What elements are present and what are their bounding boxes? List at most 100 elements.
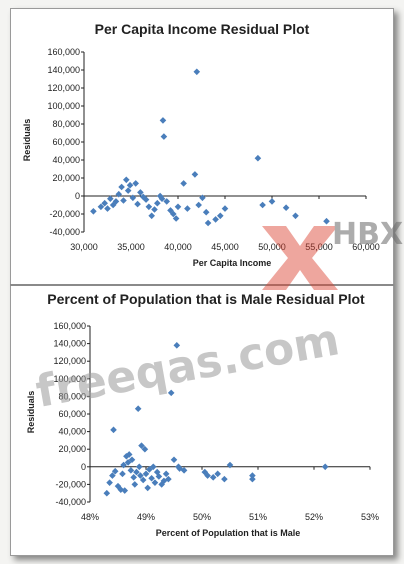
figure-frame	[10, 8, 394, 556]
scatter-point	[112, 198, 120, 205]
scatter-point	[144, 484, 151, 492]
scatter-point	[259, 201, 266, 209]
chart-2-x-label: Percent of Population that is Male	[156, 528, 301, 538]
x-tick-label: 50,000	[258, 242, 286, 252]
scatter-point	[110, 426, 117, 434]
y-tick-label: 20,000	[58, 444, 86, 454]
scatter-point	[202, 208, 210, 216]
scatter-point	[141, 445, 149, 453]
scatter-point	[120, 461, 127, 469]
scatter-point	[126, 181, 134, 189]
scatter-point	[321, 463, 329, 471]
chart-2-title: Percent of Population that is Male Resid…	[47, 291, 365, 307]
y-tick-label: 120,000	[47, 83, 80, 93]
scatter-point	[101, 199, 108, 207]
scatter-point	[180, 467, 188, 474]
scatter-point	[195, 201, 202, 209]
scatter-point	[155, 473, 163, 480]
scatter-point	[209, 474, 217, 481]
scatter-point	[146, 466, 153, 473]
scatter-point	[117, 486, 125, 493]
scatter-point	[123, 452, 130, 460]
y-tick-label: 100,000	[53, 374, 86, 384]
scatter-point	[217, 212, 224, 220]
scatter-point	[135, 463, 143, 471]
scatter-point	[174, 203, 182, 211]
x-tick-label: 60,000	[352, 242, 380, 252]
y-tick-label: 40,000	[52, 155, 80, 165]
scatter-point	[268, 198, 276, 205]
scatter-point	[97, 203, 105, 211]
scatter-point	[142, 470, 150, 478]
scatter-point	[153, 468, 161, 476]
scatter-point	[148, 212, 155, 220]
scatter-point	[167, 389, 175, 397]
scatter-point	[104, 205, 111, 212]
chart-1-y-label: Residuals	[22, 119, 32, 162]
chart-2: Percent of Population that is Male Resid…	[26, 291, 379, 538]
scatter-point	[160, 133, 168, 140]
chart-1-x-label: Per Capita Income	[193, 258, 272, 268]
scatter-point	[148, 474, 155, 482]
scatter-point	[139, 476, 147, 484]
y-tick-label: 100,000	[47, 101, 80, 111]
chart-2-y-label: Residuals	[26, 391, 36, 434]
scatter-point	[120, 197, 127, 204]
x-tick-label: 30,000	[70, 242, 98, 252]
scatter-point	[249, 475, 256, 483]
scatter-point	[151, 479, 159, 486]
scatter-point	[191, 171, 199, 178]
scatter-point	[165, 475, 172, 483]
scatter-point	[145, 203, 153, 211]
scatter-point	[160, 477, 168, 485]
y-tick-label: 80,000	[52, 119, 80, 129]
y-tick-label: 120,000	[53, 356, 86, 366]
scatter-point	[249, 472, 256, 479]
panel-divider	[10, 284, 394, 286]
y-tick-label: 60,000	[58, 409, 86, 419]
scatter-point	[132, 180, 139, 187]
scatter-point	[163, 198, 171, 205]
scatter-point	[103, 489, 111, 497]
scatter-point	[204, 472, 211, 479]
y-tick-label: 60,000	[52, 137, 80, 147]
x-tick-label: 55,000	[305, 242, 333, 252]
x-tick-label: 45,000	[211, 242, 239, 252]
scatter-point	[158, 195, 166, 202]
scatter-point	[212, 216, 219, 223]
scatter-point	[201, 468, 209, 476]
scatter-point	[128, 456, 136, 464]
y-tick-label: 140,000	[47, 65, 80, 75]
y-tick-label: 20,000	[52, 173, 80, 183]
scatter-point	[154, 199, 161, 207]
scatter-point	[138, 442, 145, 449]
y-tick-label: 160,000	[53, 321, 86, 331]
chart-1-points	[90, 68, 330, 227]
scatter-point	[172, 215, 180, 222]
scatter-point	[170, 456, 178, 464]
scatter-point	[184, 205, 191, 212]
scatter-point	[323, 217, 330, 225]
scatter-point	[127, 467, 135, 474]
scatter-point	[111, 467, 119, 475]
y-tick-label: 160,000	[47, 47, 80, 57]
scatter-point	[151, 206, 158, 213]
scatter-point	[221, 205, 229, 212]
scatter-point	[90, 208, 97, 215]
y-tick-label: -20,000	[55, 479, 86, 489]
scatter-point	[204, 219, 212, 227]
scatter-point	[125, 451, 133, 458]
scatter-point	[134, 405, 142, 413]
y-tick-label: 140,000	[53, 339, 86, 349]
scatter-point	[109, 472, 116, 479]
scatter-point	[119, 470, 126, 478]
watermark-brand-text: HBX	[332, 217, 403, 252]
watermark-x-logo-icon	[262, 226, 338, 290]
x-tick-label: 48%	[81, 512, 99, 522]
scatter-point	[118, 183, 125, 191]
scatter-point	[180, 180, 187, 187]
scatter-point	[133, 468, 140, 476]
scatter-point	[159, 117, 167, 124]
x-tick-label: 50%	[193, 512, 211, 522]
